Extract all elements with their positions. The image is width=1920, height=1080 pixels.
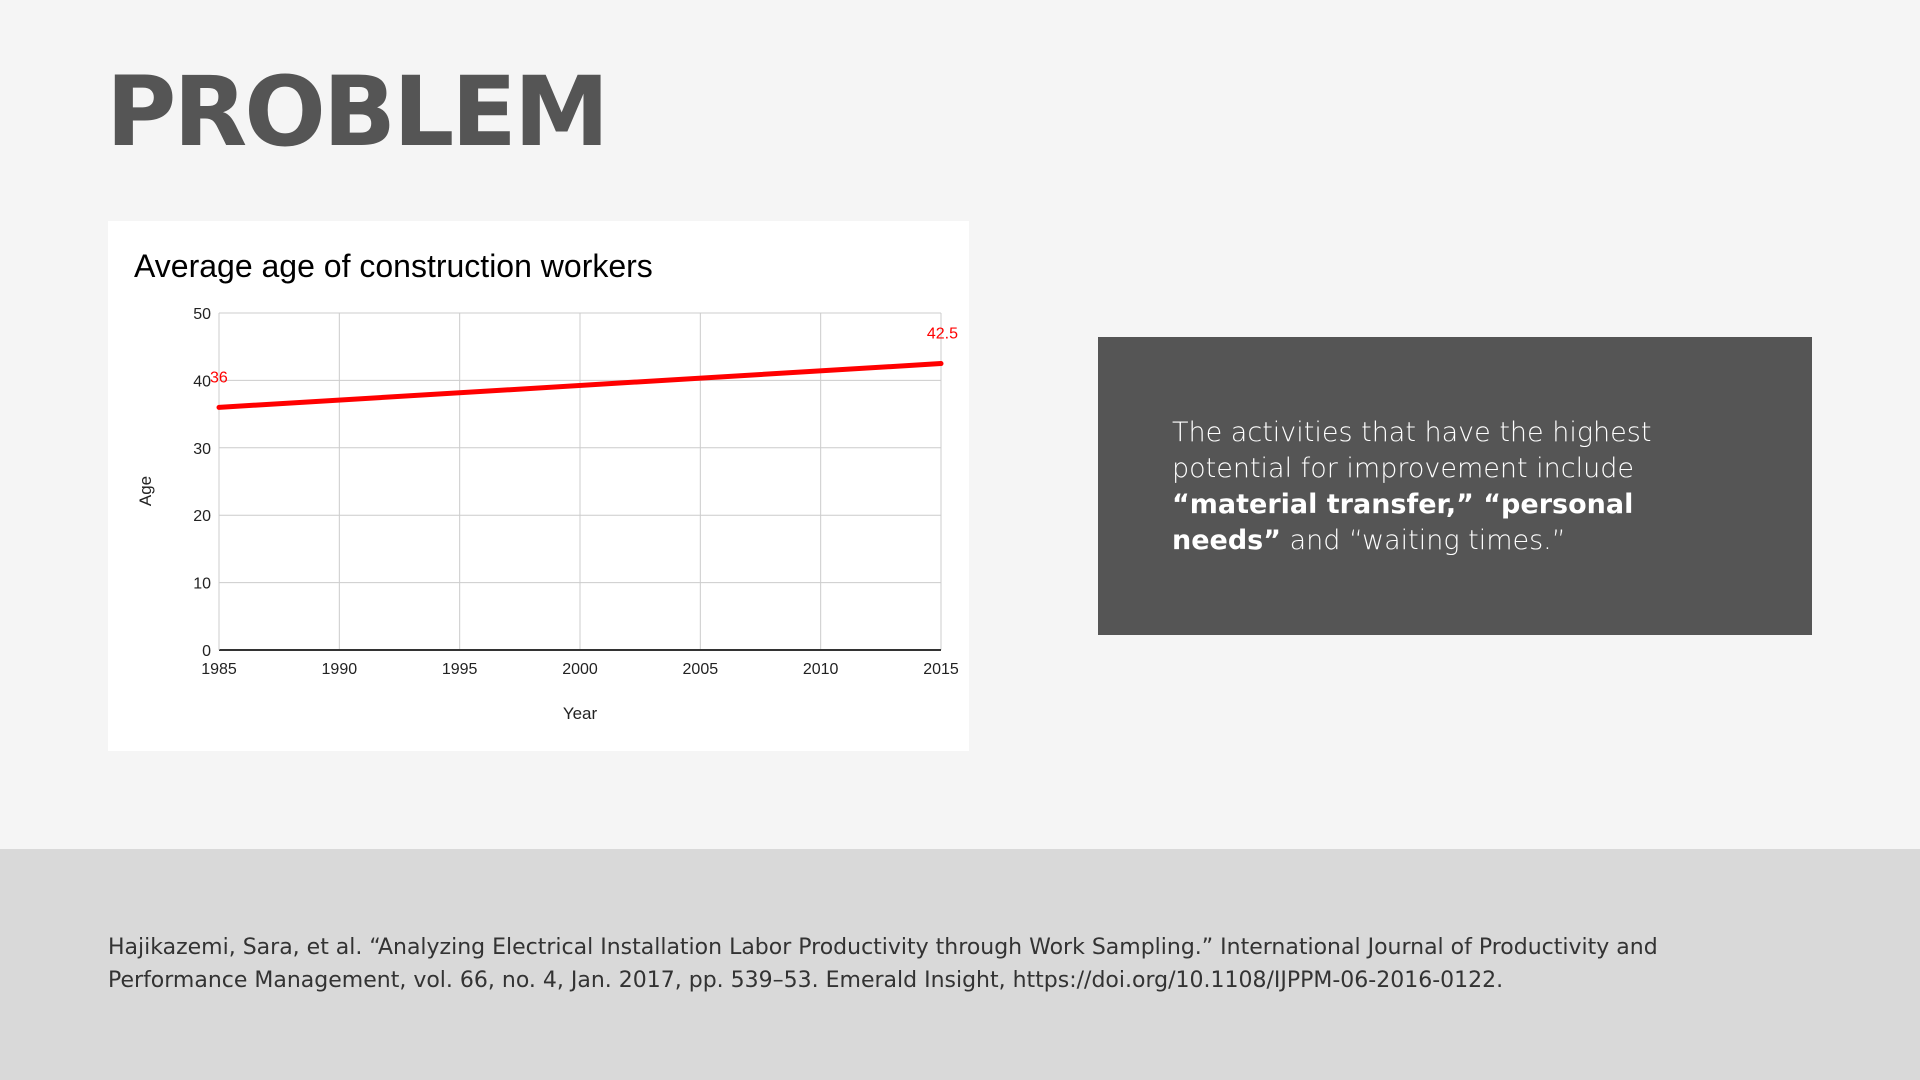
x-tick-label: 2005	[683, 661, 719, 678]
chart-axes	[218, 313, 941, 651]
y-tick-label: 10	[193, 576, 211, 593]
chart-grid	[218, 312, 942, 650]
y-tick-label: 20	[193, 508, 211, 525]
x-axis-label: Year	[563, 704, 598, 723]
x-tick-label: 1995	[442, 661, 478, 678]
y-tick-label: 0	[202, 643, 211, 660]
x-tick-label: 2000	[562, 661, 598, 678]
callout-text-intro: The activities that have the highest pot…	[1172, 417, 1652, 484]
chart-data-labels: 36 42.5	[210, 326, 958, 387]
callout-text-end: and “waiting times.”	[1281, 525, 1566, 556]
slide-title: PROBLEM	[106, 56, 609, 168]
series-line	[216, 361, 944, 410]
x-tick-label: 1985	[201, 661, 237, 678]
chart-title: Average age of construction workers	[134, 248, 653, 284]
callout-highlight: “material transfer,” “personal needs”	[1172, 489, 1634, 556]
x-tick-label: 2015	[923, 661, 959, 678]
data-label: 36	[210, 369, 228, 386]
chart-card: Average age of construction workers 0 10 2…	[108, 221, 969, 751]
chart-tick-labels: 0 10 20 30 40 50 1985 1990 1995 2000 2005 2010 2015	[193, 306, 959, 678]
data-label: 42.5	[927, 326, 958, 343]
y-tick-label: 30	[193, 441, 211, 458]
x-tick-label: 1990	[322, 661, 358, 678]
callout-text: The activities that have the highest pot…	[1172, 415, 1738, 559]
y-tick-label: 40	[193, 373, 211, 390]
chart-series	[216, 361, 944, 410]
callout-box: The activities that have the highest pot…	[1098, 337, 1812, 635]
y-axis-label: Age	[136, 476, 155, 506]
x-tick-label: 2010	[803, 661, 839, 678]
y-tick-label: 50	[193, 306, 211, 323]
line-chart: Average age of construction workers 0 10 2…	[134, 248, 959, 723]
footer-band: Hajikazemi, Sara, et al. “Analyzing Elec…	[0, 849, 1920, 1080]
citation-text: Hajikazemi, Sara, et al. “Analyzing Elec…	[108, 935, 1658, 993]
